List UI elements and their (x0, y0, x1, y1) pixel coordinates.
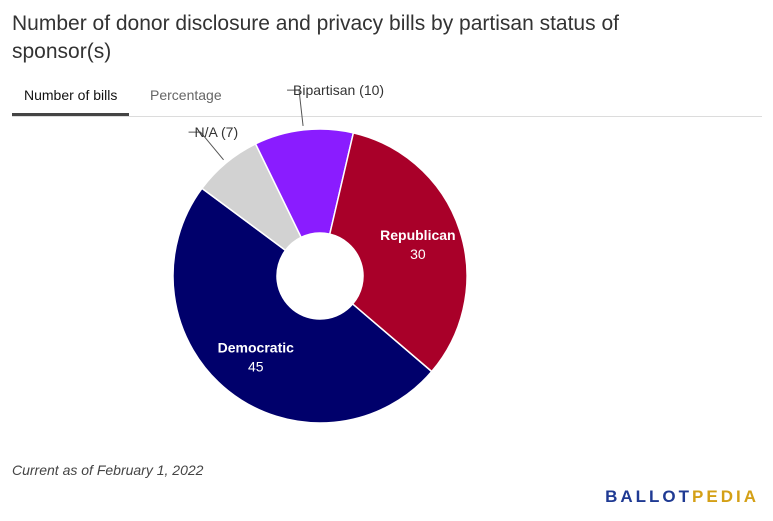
leader-line-n-a (188, 131, 224, 161)
leader-line-bipartisan (287, 89, 304, 127)
slice-label-republican: Republican (380, 227, 455, 243)
slice-label-n-a: N/A (7) (195, 124, 239, 140)
tab-number-of-bills[interactable]: Number of bills (12, 84, 130, 116)
slice-republican (328, 131, 468, 373)
logo-text-ballot: BALLOT (605, 487, 693, 506)
tab-bar: Number of bills Percentage (12, 84, 762, 117)
chart-title: Number of donor disclosure and privacy b… (12, 12, 619, 63)
logo-text-pedia: PEDIA (692, 487, 759, 506)
tab-percentage[interactable]: Percentage (150, 87, 222, 103)
slice-democratic (172, 187, 433, 424)
footnote: Current as of February 1, 2022 (12, 462, 204, 478)
slice-label-bipartisan: Bipartisan (10) (293, 82, 384, 98)
ballotpedia-logo: BALLOTPEDIA (605, 487, 759, 507)
slice-value-democratic: 45 (248, 359, 264, 375)
slice-label-democratic: Democratic (218, 340, 294, 356)
slice-value-republican: 30 (410, 246, 426, 262)
